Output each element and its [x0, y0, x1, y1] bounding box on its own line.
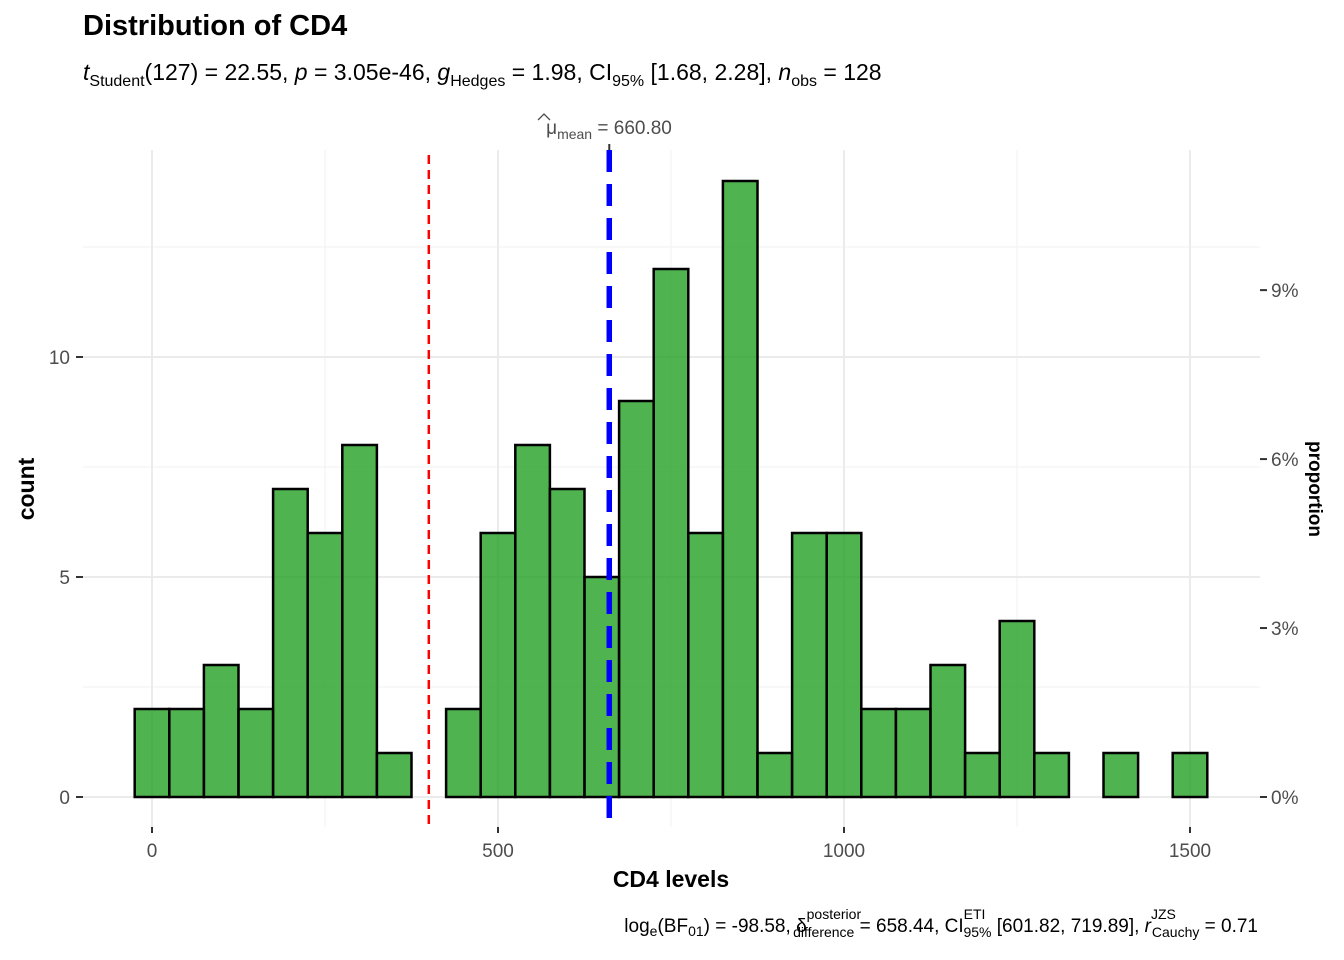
histogram-bar [963, 751, 1001, 799]
histogram-bar [548, 487, 586, 799]
reference-lines [427, 144, 613, 827]
histogram-bar [341, 443, 379, 799]
y2-tick-label: 9% [1271, 281, 1299, 302]
x-axis-title: CD4 levels [613, 866, 729, 892]
histogram-bar [168, 707, 206, 799]
histogram-bar [133, 707, 171, 799]
histogram-bar [721, 179, 759, 799]
histogram-bar [790, 531, 828, 799]
histogram-bar [894, 707, 932, 799]
histogram-bar [479, 531, 517, 799]
histogram-bar [444, 707, 482, 799]
mean-label: μmean = 660.80 [546, 118, 672, 142]
y-tick-label: 5 [59, 568, 70, 589]
histogram-bar [860, 707, 898, 799]
histogram-bar [514, 443, 552, 799]
histogram-bars [133, 179, 1209, 799]
x-tick-label: 0 [147, 841, 158, 862]
histogram-bar [306, 531, 344, 799]
chart-title: Distribution of CD4 [83, 10, 347, 42]
y2-tick-label: 0% [1271, 788, 1299, 809]
histogram-bar [1102, 751, 1140, 799]
histogram-bar [202, 663, 240, 799]
y-tick-label: 10 [49, 348, 70, 369]
chart-subtitle: tStudent(127) = 22.55, p = 3.05e-46, gHe… [83, 59, 882, 90]
histogram-bar [1033, 751, 1071, 799]
histogram-bar [375, 751, 413, 799]
y2-tick-label: 6% [1271, 450, 1299, 471]
axis-ticks: 0 500 1000 1500 0 5 10 0% 3% 6% 9% [49, 281, 1299, 862]
histogram-bar [756, 751, 794, 799]
x-tick-label: 1500 [1169, 841, 1211, 862]
x-tick-label: 500 [482, 841, 514, 862]
histogram-bar [583, 575, 621, 799]
chart-caption: loge(BF01) = -98.58, δposterior differenc… [624, 906, 1258, 940]
y2-axis-title: proportion [1304, 441, 1325, 537]
histogram-bar [617, 399, 655, 799]
histogram-bar [237, 707, 275, 799]
y-axis-title: count [13, 457, 39, 520]
histogram-bar [652, 267, 690, 799]
histogram-bar [825, 531, 863, 799]
histogram-bar [687, 531, 725, 799]
histogram-bar [998, 619, 1036, 799]
histogram-bar [929, 663, 967, 799]
y2-tick-label: 3% [1271, 619, 1299, 640]
x-tick-label: 1000 [823, 841, 865, 862]
histogram-bar [1171, 751, 1209, 799]
mean-hat-icon [537, 113, 551, 121]
histogram-bar [271, 487, 309, 799]
y-tick-label: 0 [59, 788, 70, 809]
